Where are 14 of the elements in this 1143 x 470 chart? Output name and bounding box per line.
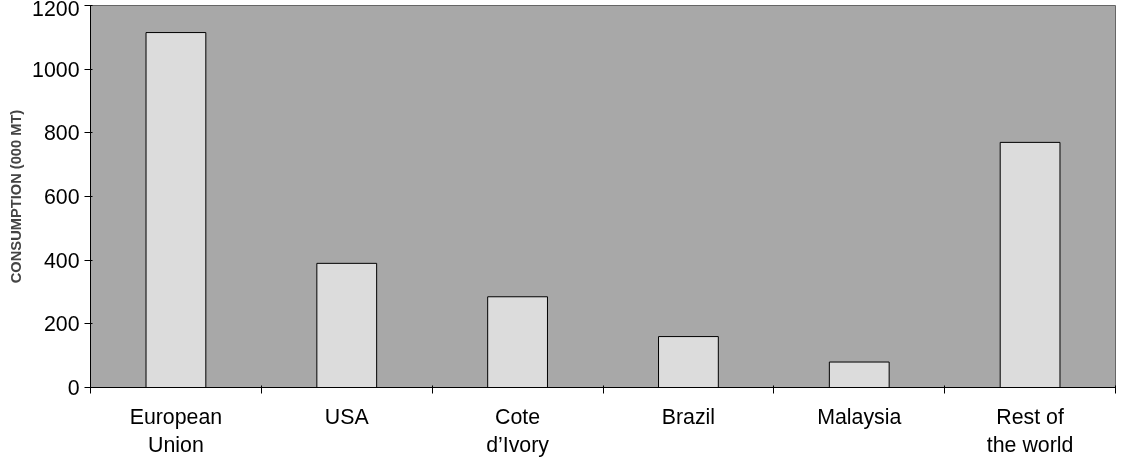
y-tick-label: 400 <box>43 248 80 273</box>
x-tick-label: Malaysia <box>817 404 902 429</box>
y-axis-title: CONSUMPTION (000 MT) <box>8 109 25 284</box>
y-tick-label: 200 <box>43 312 80 337</box>
y-tick-label: 600 <box>43 185 80 209</box>
y-tick-label: 800 <box>43 121 80 146</box>
x-tick-label: Brazil <box>661 404 716 429</box>
y-tick-label: 1000 <box>32 57 80 82</box>
y-tick-label: 1200 <box>32 0 80 21</box>
x-tick-label: European Union <box>129 404 223 458</box>
x-tick-label: Rest of the world <box>986 404 1074 458</box>
y-tick-label: 0 <box>67 376 80 400</box>
x-tick-label: USA <box>324 404 370 429</box>
x-tick-label: Cote d’Ivory <box>486 404 550 458</box>
